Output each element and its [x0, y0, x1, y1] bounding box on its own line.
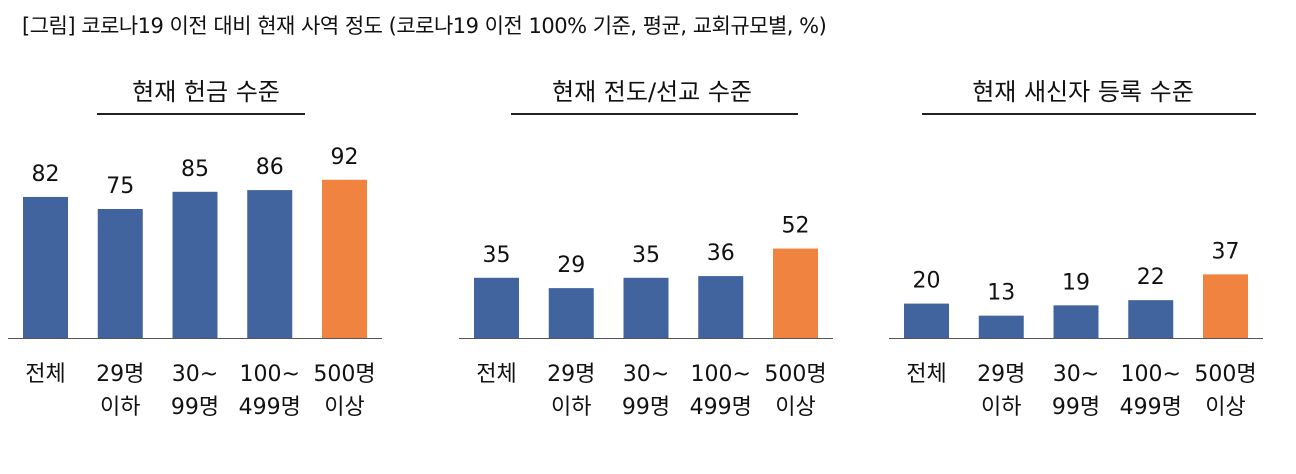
category-label-2-3-0: 100~: [1121, 362, 1181, 387]
category-label-0-3-1: 499명: [239, 395, 301, 420]
category-label-0-1-0: 29명: [96, 362, 144, 387]
category-label-0-2-0: 30~: [172, 362, 218, 387]
data-label-1-2: 35: [632, 243, 660, 268]
category-label-0-3-0: 100~: [240, 362, 300, 387]
category-label-2-0-0: 전체: [906, 362, 946, 387]
bar-2-2: [1053, 305, 1099, 338]
category-label-2-3-1: 499명: [1120, 395, 1182, 420]
figure-title: [그림] 코로나19 이전 대비 현재 사역 정도 (코로나19 이전 100%…: [22, 14, 827, 38]
category-label-1-2-0: 30~: [623, 362, 669, 387]
bar-1-3: [698, 276, 744, 338]
category-label-1-4-1: 이상: [775, 395, 815, 420]
category-label-1-3-0: 100~: [691, 362, 751, 387]
bar-2-1: [978, 315, 1024, 338]
category-label-1-1-1: 이하: [551, 395, 591, 420]
bar-0-4: [322, 179, 367, 338]
bar-0-2: [172, 191, 218, 338]
data-label-2-1: 13: [987, 281, 1015, 306]
data-label-1-0: 35: [483, 243, 511, 268]
data-label-2-3: 22: [1137, 265, 1165, 290]
data-label-1-1: 29: [557, 253, 585, 278]
category-label-2-4-0: 500명: [1194, 362, 1256, 387]
data-label-0-0: 82: [32, 162, 60, 187]
data-label-2-4: 37: [1212, 239, 1240, 264]
data-label-2-0: 20: [913, 269, 941, 294]
bar-1-1: [548, 288, 594, 338]
bar-0-1: [97, 209, 143, 338]
bar-2-0: [904, 303, 949, 338]
data-label-2-2: 19: [1062, 270, 1090, 295]
bar-1-4: [773, 248, 818, 338]
category-label-2-4-1: 이상: [1205, 395, 1245, 420]
bar-0-0: [23, 196, 68, 338]
bar-1-0: [474, 277, 519, 338]
category-label-1-0-0: 전체: [476, 362, 516, 387]
bar-2-4: [1203, 274, 1248, 338]
category-label-2-2-1: 99명: [1052, 395, 1100, 420]
category-label-0-0-0: 전체: [25, 362, 65, 387]
category-label-0-2-1: 99명: [171, 395, 219, 420]
data-label-0-3: 86: [256, 155, 284, 180]
category-label-0-4-0: 500명: [313, 362, 375, 387]
panel-title-2: 현재 새신자 등록 수준: [972, 78, 1194, 106]
category-label-1-4-0: 500명: [764, 362, 826, 387]
category-label-1-2-1: 99명: [622, 395, 670, 420]
category-label-1-1-0: 29명: [547, 362, 595, 387]
category-label-0-1-1: 이하: [100, 395, 140, 420]
data-label-0-1: 75: [106, 174, 134, 199]
bar-0-3: [247, 190, 293, 338]
data-label-0-2: 85: [181, 157, 209, 182]
category-label-2-2-0: 30~: [1053, 362, 1099, 387]
category-label-0-4-1: 이상: [324, 395, 364, 420]
data-label-0-4: 92: [331, 145, 359, 170]
bar-1-2: [623, 277, 669, 338]
bar-2-3: [1128, 300, 1174, 338]
category-label-2-1-0: 29명: [977, 362, 1025, 387]
panel-title-1: 현재 전도/선교 수준: [552, 78, 752, 106]
data-label-1-4: 52: [782, 214, 810, 239]
category-label-2-1-1: 이하: [981, 395, 1021, 420]
data-label-1-3: 36: [707, 241, 735, 266]
panel-title-0: 현재 헌금 수준: [132, 78, 280, 106]
category-label-1-3-1: 499명: [690, 395, 752, 420]
